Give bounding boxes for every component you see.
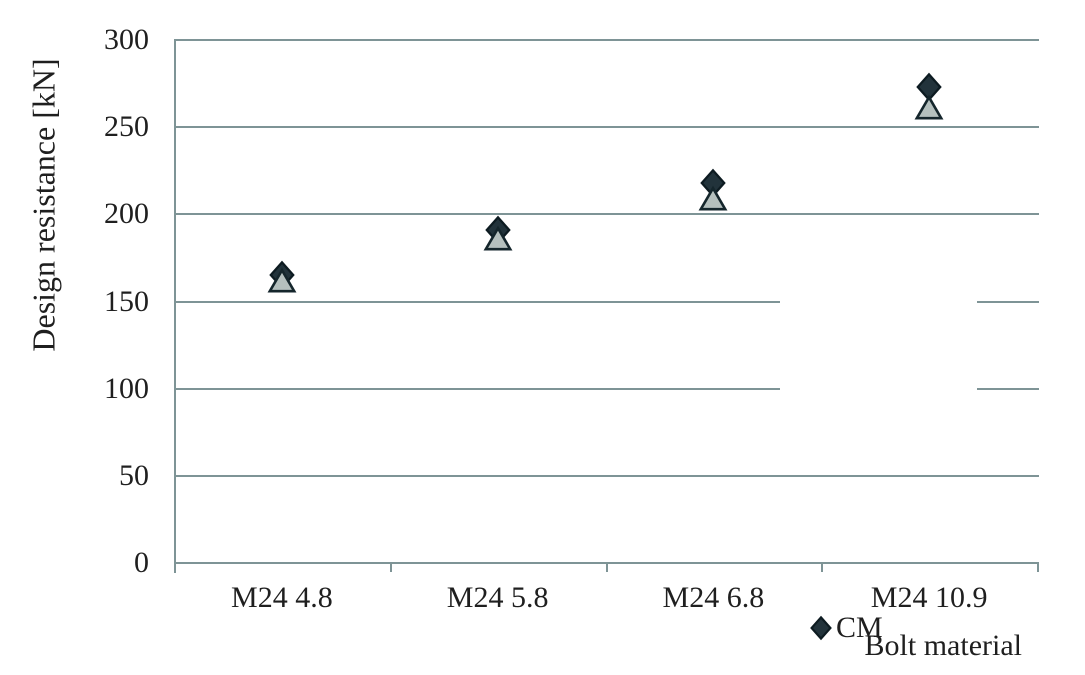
y-tick-label: 250 (104, 110, 149, 144)
gridline (174, 300, 1039, 303)
y-tick-label: 200 (104, 197, 149, 231)
gridline (174, 39, 1039, 41)
axis-tick (1037, 563, 1039, 572)
y-tick-label: 50 (119, 458, 149, 492)
x-tick-label: M24 10.9 (870, 581, 988, 614)
x-tick-label: M24 5.8 (446, 581, 549, 614)
x-tick-label: M24 6.8 (662, 581, 765, 614)
x-axis-title: Bolt material (864, 629, 1022, 662)
data-point-cbfem-triangle-marker (266, 265, 298, 297)
gridline (174, 213, 1039, 216)
gridline (174, 126, 1039, 129)
axis-tick (389, 563, 392, 572)
y-tick-label: 300 (104, 23, 149, 56)
legend: CM CBFEM (780, 296, 977, 644)
y-tick-label: 100 (104, 371, 149, 405)
data-point-cbfem-triangle-marker (482, 223, 514, 255)
y-tick-label: 0 (134, 546, 149, 579)
axis-tick (605, 563, 608, 572)
axis-tick (174, 563, 176, 572)
legend-item-cm: CM (808, 611, 883, 645)
data-point-cbfem-triangle-marker (697, 183, 729, 215)
gridline (174, 387, 1039, 390)
x-tick-label: M24 4.8 (231, 581, 333, 614)
data-point-cbfem-triangle-marker (913, 92, 945, 124)
y-axis-line (174, 40, 176, 573)
gridline (174, 474, 1039, 477)
y-tick-label: 150 (104, 284, 149, 318)
axis-tick (821, 563, 824, 572)
diamond-icon (808, 615, 834, 641)
legend-label: CM (836, 611, 883, 644)
